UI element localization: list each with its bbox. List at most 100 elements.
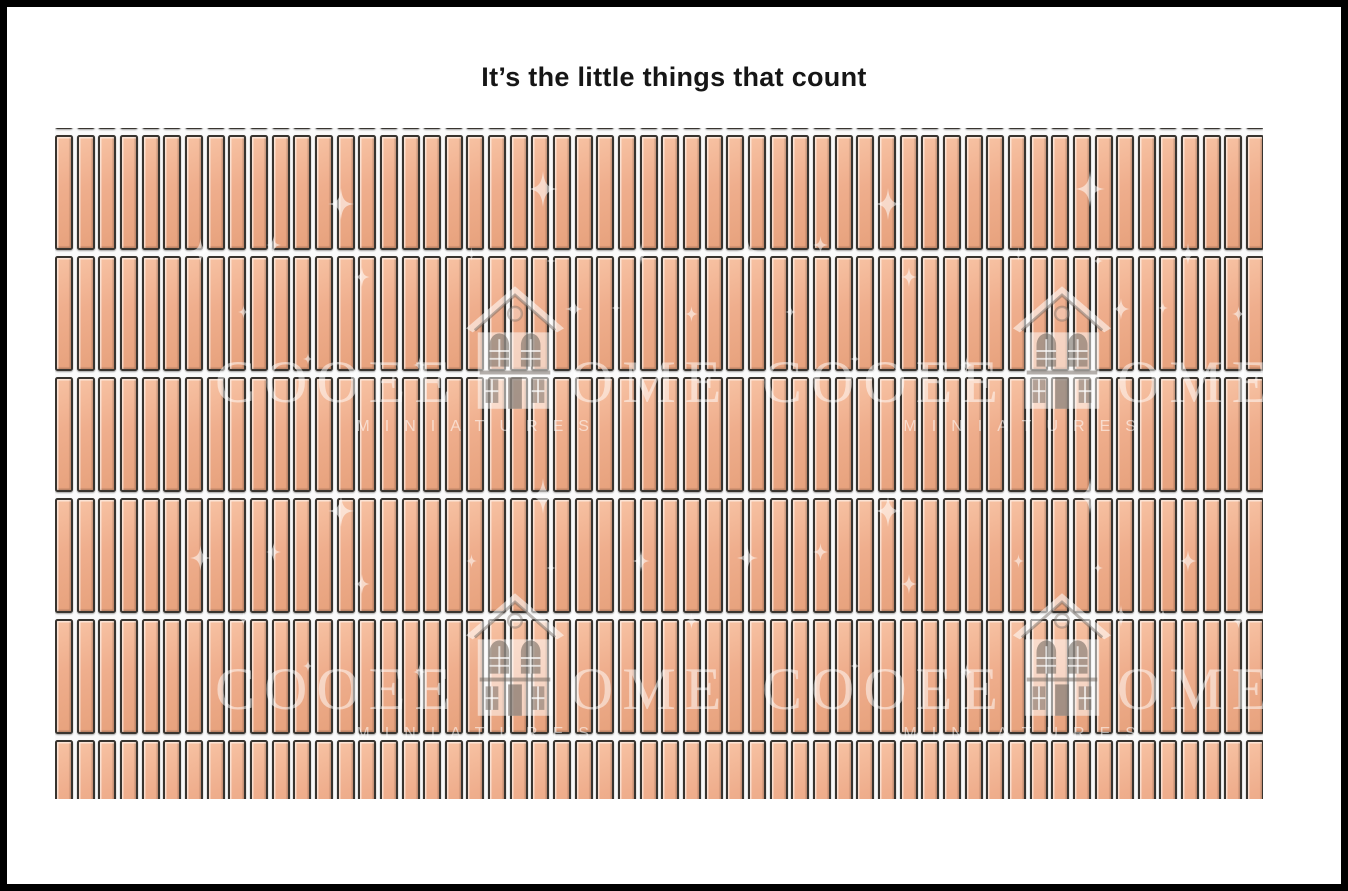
tile <box>271 256 290 371</box>
tile <box>1072 619 1091 734</box>
tile <box>1159 128 1178 129</box>
tile <box>1007 135 1026 250</box>
tile <box>249 256 268 371</box>
tile <box>488 256 507 371</box>
tile <box>618 128 637 129</box>
tile <box>98 377 117 492</box>
tile <box>358 740 377 799</box>
tile <box>249 135 268 250</box>
tile <box>899 498 918 613</box>
tile <box>379 135 398 250</box>
tile <box>98 740 117 799</box>
tile <box>488 740 507 799</box>
tile <box>921 128 940 129</box>
tile <box>336 128 355 129</box>
tile <box>899 135 918 250</box>
tile <box>726 128 745 129</box>
tile <box>964 498 983 613</box>
tile <box>748 740 766 799</box>
tile <box>877 256 896 371</box>
tile <box>769 498 788 613</box>
tile <box>401 498 420 613</box>
tile <box>1072 377 1091 492</box>
tile <box>119 135 138 250</box>
tile <box>401 740 420 799</box>
tile <box>964 256 983 371</box>
tile <box>791 128 810 129</box>
tile <box>1224 377 1243 492</box>
tile <box>358 498 377 613</box>
tile <box>877 135 896 250</box>
tile <box>639 256 658 371</box>
tile <box>964 619 983 734</box>
tile <box>726 135 745 250</box>
tile <box>531 498 550 613</box>
tile <box>271 135 290 250</box>
tile <box>379 377 398 492</box>
tile <box>856 128 875 129</box>
tile <box>964 135 983 250</box>
tile <box>184 256 203 371</box>
tile <box>336 135 355 250</box>
tile <box>293 128 312 129</box>
tile <box>531 135 550 250</box>
tile <box>444 377 463 492</box>
tile <box>748 256 766 371</box>
tile <box>228 256 247 371</box>
tile <box>1202 135 1221 250</box>
tile <box>379 740 398 799</box>
tile <box>444 740 463 799</box>
tile <box>921 498 940 613</box>
tile <box>1202 498 1221 613</box>
tile <box>1137 740 1156 799</box>
tile <box>119 498 138 613</box>
tile <box>1029 377 1048 492</box>
tile <box>942 135 961 250</box>
tile <box>574 256 593 371</box>
tile <box>293 256 312 371</box>
tile <box>553 128 572 129</box>
tile <box>1246 135 1263 250</box>
tile <box>1051 498 1070 613</box>
tile <box>877 740 896 799</box>
tile <box>704 128 723 129</box>
tile <box>748 619 766 734</box>
tile <box>574 128 593 129</box>
tile <box>206 135 225 250</box>
tile <box>55 135 73 250</box>
tile <box>661 256 680 371</box>
tile <box>1094 740 1113 799</box>
tile <box>444 498 463 613</box>
tile <box>596 135 615 250</box>
tile <box>336 498 355 613</box>
tile <box>1137 377 1156 492</box>
tile <box>271 128 290 129</box>
tile <box>141 256 160 371</box>
tile <box>1159 498 1178 613</box>
tile <box>877 128 896 129</box>
tile <box>986 377 1005 492</box>
tile <box>1072 498 1091 613</box>
tile <box>249 740 268 799</box>
tile <box>618 740 637 799</box>
tile <box>769 740 788 799</box>
tile <box>574 498 593 613</box>
tile <box>1116 377 1135 492</box>
tile <box>1007 377 1026 492</box>
tile <box>1116 498 1135 613</box>
tile <box>76 498 95 613</box>
tile <box>812 135 831 250</box>
tile <box>401 377 420 492</box>
tile <box>661 135 680 250</box>
tile <box>336 740 355 799</box>
tile <box>1072 128 1091 129</box>
tile <box>661 128 680 129</box>
tile <box>986 498 1005 613</box>
tile <box>1116 740 1135 799</box>
tile <box>119 128 138 129</box>
tile <box>748 128 766 129</box>
tile <box>1137 256 1156 371</box>
tile <box>509 377 528 492</box>
tile <box>1029 498 1048 613</box>
tile <box>1029 256 1048 371</box>
